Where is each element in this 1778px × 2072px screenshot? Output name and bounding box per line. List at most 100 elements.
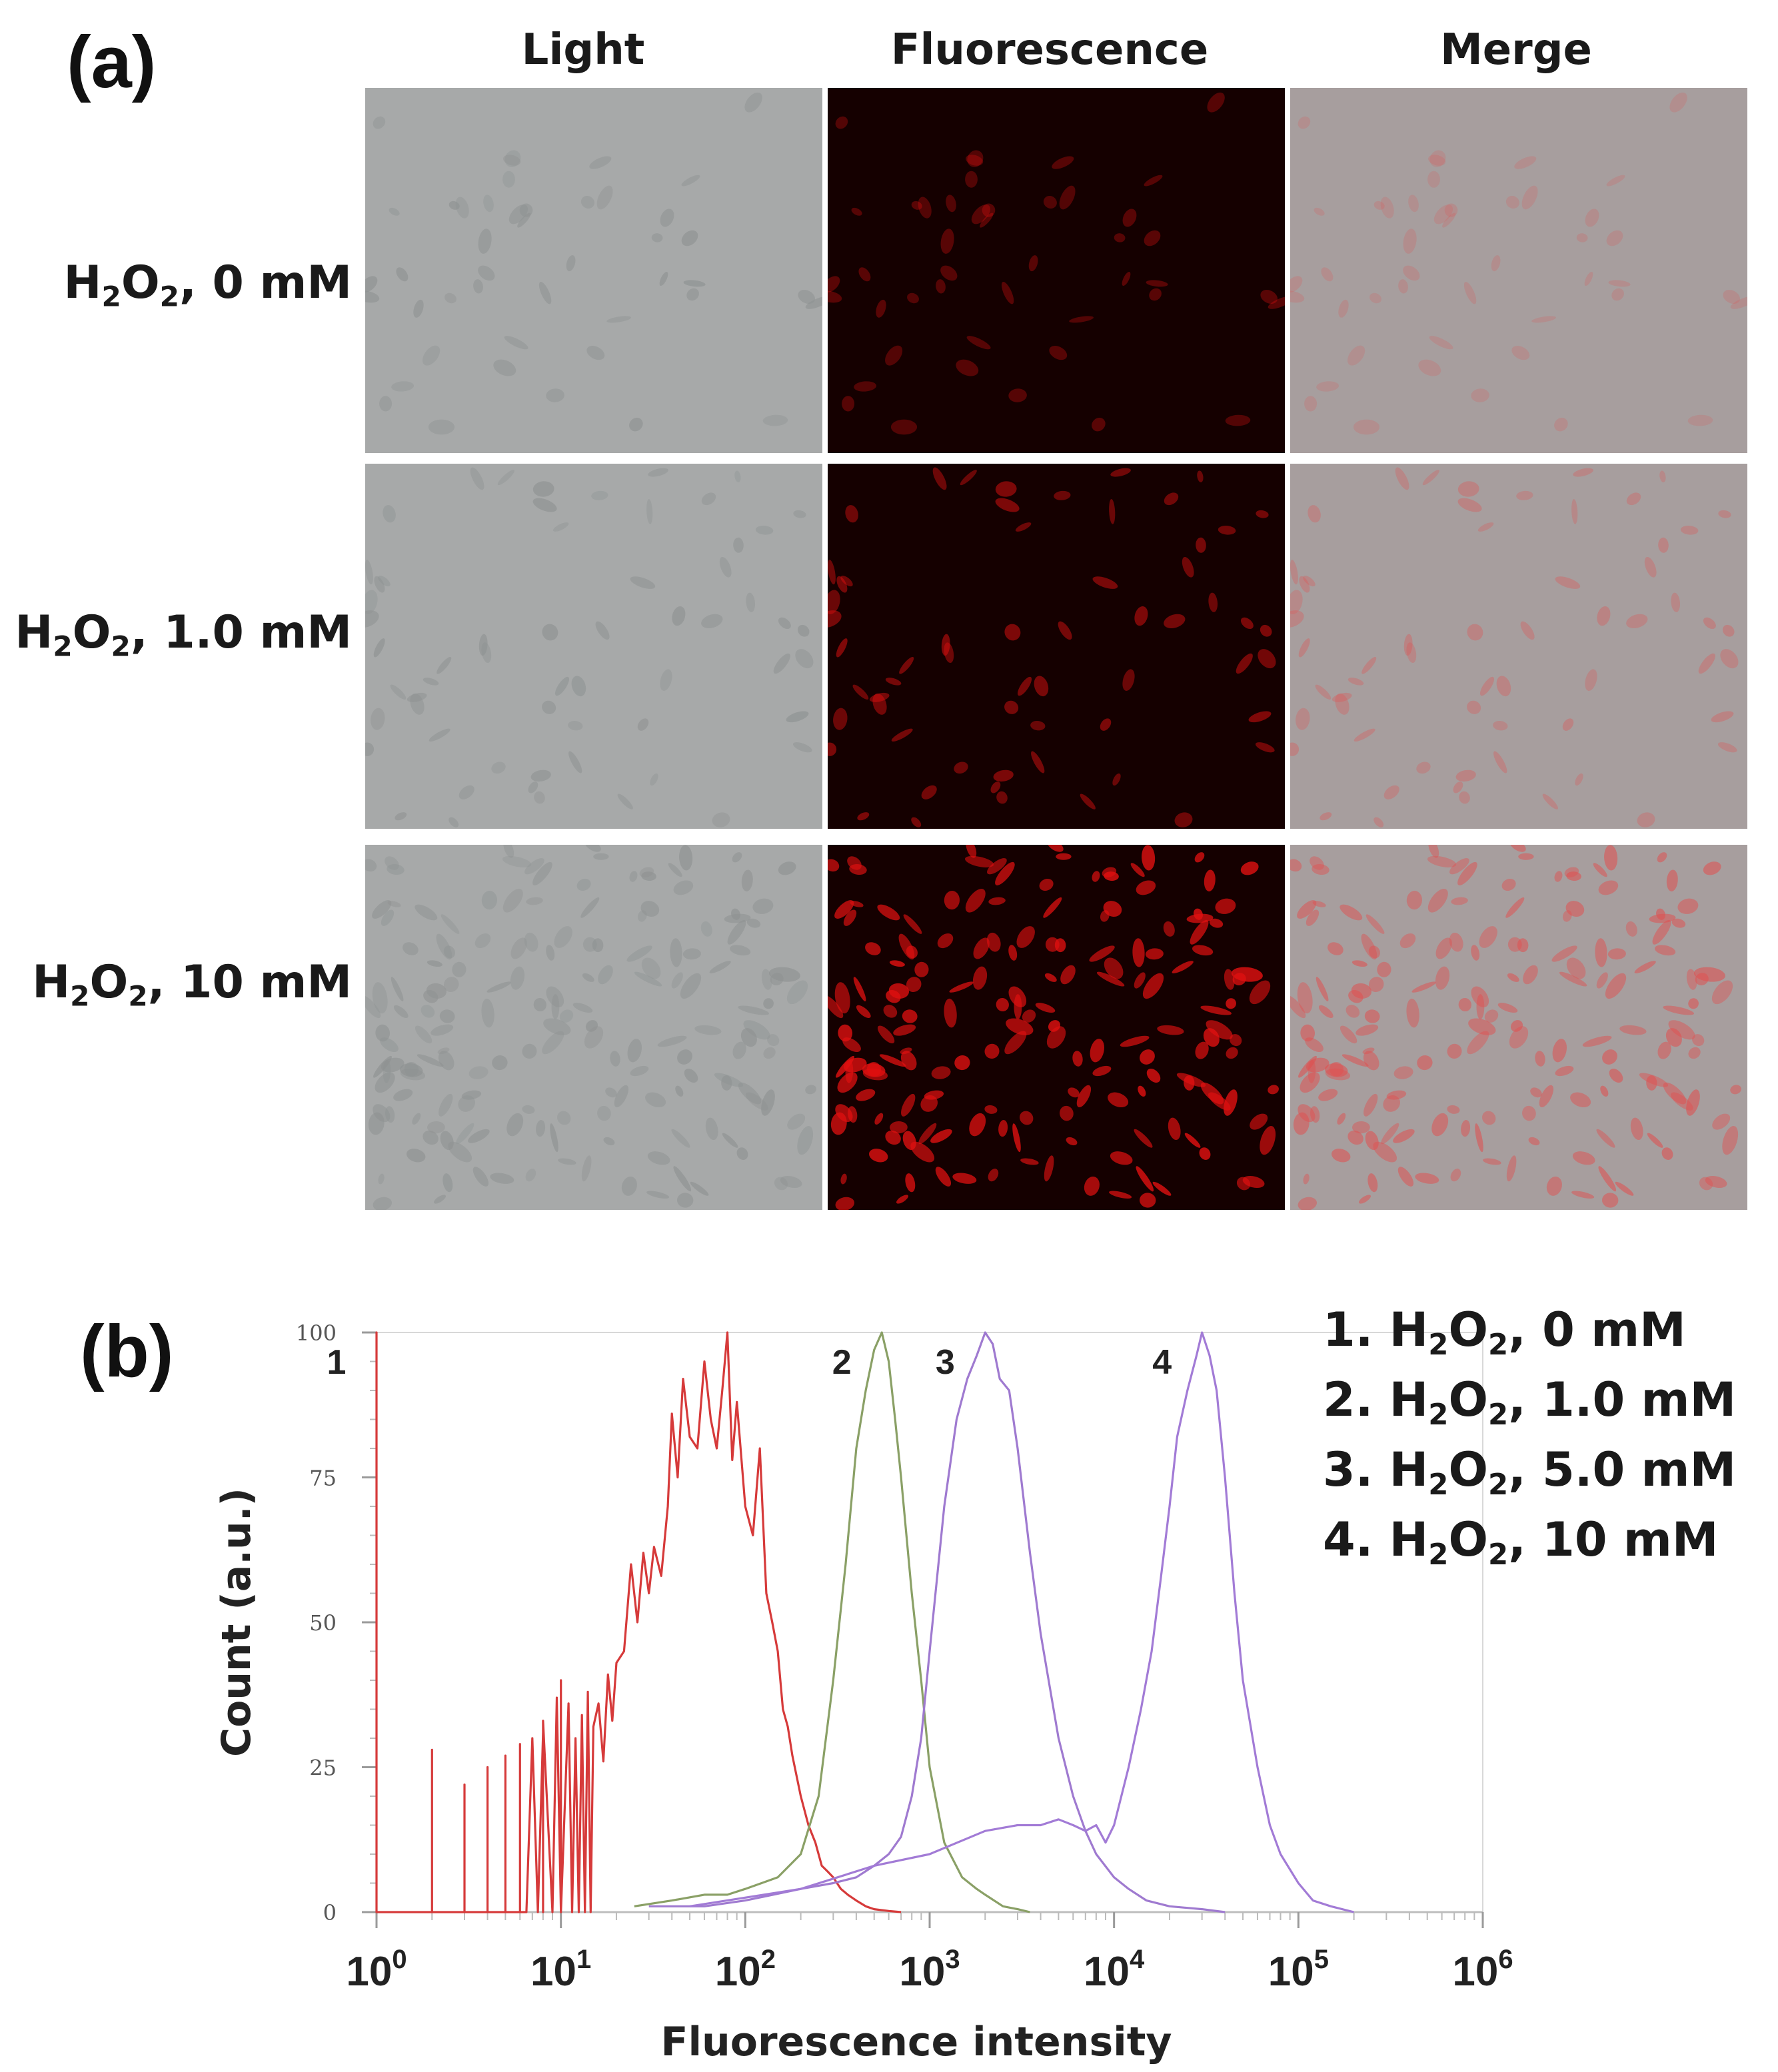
cell [1457, 861, 1477, 885]
cell [552, 522, 569, 532]
cell [1122, 209, 1137, 227]
cell [373, 1055, 392, 1078]
cell [1447, 1043, 1462, 1059]
cell [1455, 770, 1476, 782]
cell [373, 116, 386, 129]
cell [1687, 414, 1713, 426]
cell [1069, 316, 1094, 323]
cell [603, 1137, 615, 1146]
cell [986, 932, 1001, 952]
cell [862, 1068, 888, 1081]
cell [1444, 203, 1458, 217]
cell [1325, 1068, 1351, 1081]
x-tick-label: 100 [346, 1945, 407, 1995]
y-axis-title: Count (a.u.) [213, 1488, 260, 1757]
cell [1076, 1085, 1092, 1108]
cell [659, 271, 668, 286]
cell [423, 678, 439, 686]
cell [1290, 560, 1298, 585]
cell [1298, 638, 1310, 658]
x-tick-label: 104 [1084, 1945, 1145, 1995]
cell [936, 279, 946, 294]
cell [1491, 255, 1501, 272]
cell [1406, 642, 1417, 664]
cell [1722, 624, 1735, 637]
series-line-4 [689, 1331, 1354, 1913]
cell [1571, 499, 1578, 524]
cell [780, 1175, 802, 1189]
cell [373, 638, 385, 658]
cell [1482, 1111, 1496, 1125]
cell [1644, 556, 1657, 578]
cell [1671, 592, 1681, 612]
cell [1255, 742, 1275, 753]
cell [617, 793, 633, 809]
cell [528, 781, 538, 793]
cell [946, 195, 956, 213]
cell [1562, 718, 1574, 731]
cell [937, 933, 954, 949]
cell [595, 621, 610, 640]
cell [1666, 869, 1678, 891]
cell [481, 891, 498, 910]
cell [1565, 901, 1585, 917]
cell [427, 1121, 445, 1134]
cell [848, 1106, 858, 1123]
cell [492, 1055, 508, 1071]
micrograph-cells [828, 92, 1285, 435]
cell [395, 812, 407, 821]
cell [1398, 279, 1408, 294]
cell [1312, 901, 1326, 907]
cell [1314, 207, 1325, 216]
cell [1142, 973, 1164, 999]
cell [885, 678, 902, 686]
cell [391, 381, 415, 392]
cell [1383, 785, 1399, 799]
cell [510, 937, 527, 959]
cell [585, 1020, 598, 1032]
cell [986, 858, 1007, 875]
cell [1521, 185, 1538, 210]
cell [546, 388, 564, 402]
cell [845, 505, 858, 523]
y-tick-label: 25 [309, 1756, 337, 1781]
cell [1184, 1133, 1201, 1148]
cell [1510, 1020, 1523, 1032]
cell [712, 812, 730, 827]
cell [1668, 1020, 1695, 1040]
cell [690, 1181, 709, 1196]
cell [1312, 863, 1330, 875]
cell [606, 316, 631, 323]
cell [890, 1121, 908, 1134]
cell [1300, 1024, 1316, 1042]
cell [914, 961, 929, 977]
cell [1232, 973, 1246, 985]
micrograph-cells [828, 845, 1279, 1210]
cell [1506, 1155, 1517, 1182]
cell [441, 914, 460, 934]
cell [885, 345, 903, 366]
series-line-1 [375, 1331, 902, 1913]
cell [1066, 1137, 1078, 1146]
cell [828, 742, 837, 756]
cell [1518, 853, 1534, 860]
cell [828, 590, 840, 614]
cell [375, 1072, 395, 1093]
cell [448, 817, 459, 827]
cell [524, 858, 544, 875]
cell [879, 1054, 906, 1067]
cell [1406, 998, 1419, 1028]
cell [1015, 522, 1032, 532]
cell [1335, 693, 1349, 715]
cell [478, 634, 488, 656]
cell [1347, 345, 1365, 366]
micrograph-merge-0mm [1290, 88, 1747, 453]
cell [1570, 1092, 1591, 1108]
cell [966, 155, 984, 166]
cell [481, 998, 494, 1028]
cell [1435, 966, 1450, 990]
cell [1634, 961, 1656, 973]
cell [1290, 610, 1304, 628]
cell [1092, 418, 1106, 432]
cell [852, 684, 869, 700]
